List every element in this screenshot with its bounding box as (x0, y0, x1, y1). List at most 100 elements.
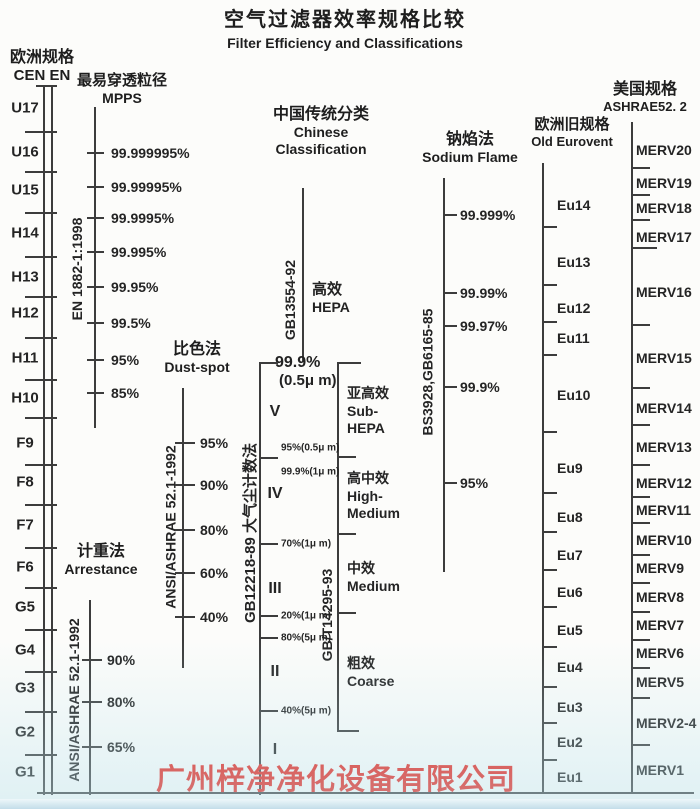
dust-title-en: Dust-spot (164, 359, 230, 376)
merv-tick (631, 167, 650, 169)
mpps-value-label: 99.9995% (111, 210, 175, 226)
mpps-value-label: 99.95% (111, 279, 159, 295)
cn-class-label: 高中效 High- Medium (347, 470, 400, 521)
header-sodium: 钠焰法 Sodium Flame (400, 130, 540, 166)
mpps-value-label: 95% (111, 352, 140, 368)
sodium-tick (443, 214, 457, 216)
merv-grade-label: MERV20 (636, 142, 692, 158)
cen-grade-label: H13 (11, 268, 39, 286)
dust-count-axis-line (259, 363, 261, 795)
merv-tick (631, 247, 657, 249)
merv-tick (631, 464, 650, 466)
eurovent-title-zh: 欧洲旧规格 (534, 116, 610, 133)
merv-tick (631, 522, 650, 524)
scan-tint-bottom (0, 640, 700, 809)
eurovent-tick (542, 284, 557, 286)
sodium-tick (443, 292, 457, 294)
eurovent-grade-label: Eu8 (557, 509, 583, 525)
cen-grade-label: H10 (11, 389, 39, 407)
gb13554-standard-label: GB13554-92 (282, 259, 298, 341)
eurovent-tick (542, 606, 557, 608)
cen-grade-label: G5 (14, 598, 35, 616)
cn-axis-tick (259, 457, 278, 459)
mpps-title-zh: 最易穿透粒径 (76, 72, 167, 89)
page-title: 空气过滤器效率规格比较 Filter Efficiency and Classi… (95, 8, 595, 52)
cn-tier-label: III (268, 580, 282, 597)
cen-grade-label: U15 (11, 181, 39, 199)
cen-axis-cap (36, 85, 57, 87)
arrest-title-en: Arrestance (64, 561, 138, 578)
merv-tick (631, 424, 650, 426)
red-watermark-text: 广州梓净净化设备有限公司 (156, 756, 576, 798)
merv-grade-label: MERV7 (636, 617, 684, 633)
merv-grade-label: MERV9 (636, 560, 684, 576)
cn-axis-tick (259, 543, 278, 545)
sodium-value-label: 99.99% (460, 285, 508, 301)
cen-grade-label: H11 (11, 349, 39, 367)
cn-axis-tick (259, 637, 278, 639)
dust-count-standard-label: GB12218-89 大气尘计数法 (242, 442, 259, 624)
dust-value-label: 60% (200, 565, 229, 581)
title-en: Filter Efficiency and Classifications (227, 35, 463, 51)
eurovent-grade-label: Eu14 (557, 197, 591, 213)
cn-tier-label: V (269, 403, 281, 420)
eurovent-grade-label: Eu6 (557, 584, 583, 600)
sodium-axis-line (443, 178, 445, 572)
eurovent-tick (542, 354, 557, 356)
merv-title-zh: 美国规格 (612, 81, 677, 98)
dust-value-label: 95% (200, 435, 229, 451)
cen-grade-label: F7 (16, 516, 34, 534)
merv-tick (631, 219, 650, 221)
bottom-border-line (37, 792, 694, 794)
scan-edge-strip (0, 799, 700, 809)
merv-grade-label: MERV14 (636, 400, 692, 416)
merv-tick (631, 582, 650, 584)
eurovent-grade-label: Eu12 (557, 300, 591, 316)
merv-tick (631, 611, 650, 613)
merv-tick (631, 194, 650, 196)
merv-grade-label: MERV10 (636, 532, 692, 548)
eurovent-grade-label: Eu5 (557, 622, 583, 638)
eurovent-grade-label: Eu13 (557, 254, 591, 270)
cen-grade-label: H14 (11, 224, 39, 242)
cn-tier-label: IV (267, 485, 283, 502)
merv-tick (631, 324, 650, 326)
cn-title-zh: 中国传统分类 (272, 106, 369, 123)
sodium-value-label: 99.9% (460, 379, 500, 395)
sodium-tick (443, 386, 457, 388)
eurovent-grade-label: Eu10 (557, 387, 591, 403)
cn-title-en2: Classification (275, 140, 367, 157)
merv-axis-line (631, 122, 633, 794)
merv-title-en: ASHRAE52. 2 (603, 99, 687, 115)
cen-axis-line-left (43, 86, 45, 795)
cen-grade-label: U16 (11, 143, 39, 161)
header-dust-spot: 比色法 Dust-spot (145, 340, 249, 376)
mpps-value-label: 99.99995% (111, 179, 182, 195)
sodium-tick (443, 325, 457, 327)
gbt-bracket-tick (337, 612, 356, 614)
merv-tick (631, 387, 650, 389)
header-chinese: 中国传统分类 Chinese Classification (251, 105, 391, 158)
arrestance-axis-line (89, 600, 91, 795)
cen-grade-label: F6 (16, 558, 34, 576)
eurovent-tick (542, 492, 557, 494)
cn-title-en1: Chinese (293, 124, 349, 141)
cn-axis-tick (259, 615, 278, 617)
cen-axis-line-right (51, 86, 53, 795)
mpps-value-label: 99.5% (111, 315, 151, 331)
hepa-zh: 高效 (312, 281, 343, 298)
eurovent-tick (542, 321, 557, 323)
gbt14295-bracket-top (337, 362, 361, 364)
header-cen: 欧洲规格 CEN EN (2, 48, 82, 85)
header-mpps: 最易穿透粒径 MPPS (62, 72, 182, 107)
gbt-bracket-tick (337, 533, 356, 535)
dust-axis-line (182, 388, 184, 668)
mpps-value-label: 99.995% (111, 244, 167, 260)
merv-grade-label: MERV11 (636, 502, 691, 518)
sodium-title-zh: 钠焰法 (445, 131, 494, 148)
merv-grade-label: MERV13 (636, 439, 692, 455)
dust-value-label: 40% (200, 609, 229, 625)
cn-threshold-label: 99.9%(1μ m) (281, 466, 340, 478)
merv-grade-label: MERV17 (636, 229, 692, 245)
cen-title-zh: 欧洲规格 (9, 49, 74, 66)
